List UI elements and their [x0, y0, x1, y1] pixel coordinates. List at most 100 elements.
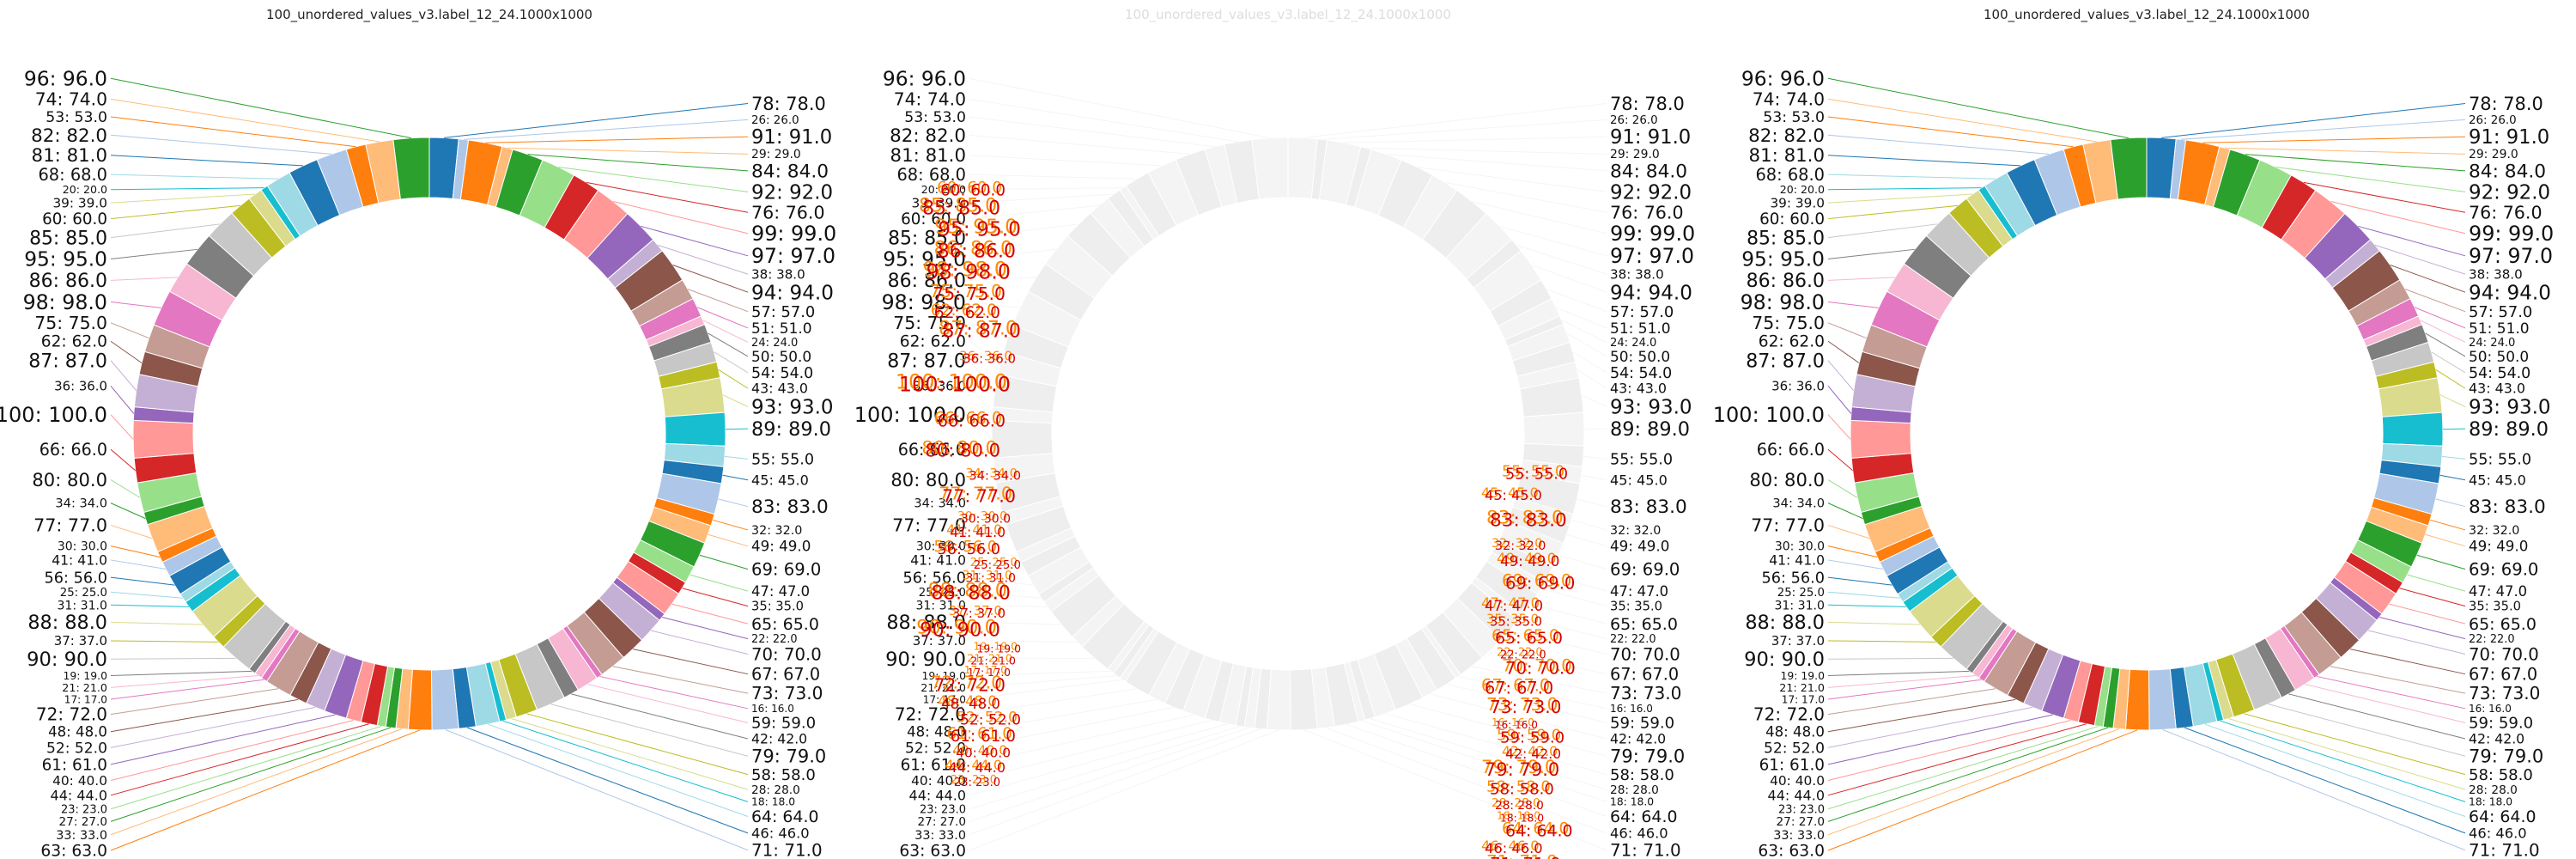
- slice-label: 25: 25.0: [919, 587, 966, 600]
- leader-line: [2404, 289, 2466, 313]
- drift-label: 70: 70.0: [1505, 659, 1576, 679]
- leader-line: [1546, 289, 1607, 313]
- donut-slices: [991, 137, 1585, 731]
- leader-line: [1827, 720, 2071, 782]
- slice-label: 75: 75.0: [34, 313, 107, 333]
- chart-title: 100_unordered_values_v3.label_12_24.1000…: [1125, 7, 1451, 23]
- leader-line: [1417, 167, 1607, 192]
- drift-label: 42: 42.0: [1502, 743, 1558, 759]
- slice-label: 90: 90.0: [1744, 649, 1825, 671]
- leader-line: [1577, 498, 1607, 508]
- leader-line: [712, 519, 749, 531]
- leader-line: [2425, 332, 2466, 357]
- drift-label: 64: 64.0: [1505, 822, 1572, 841]
- slice-label: 21: 21.0: [62, 681, 107, 694]
- leader-line: [969, 706, 1175, 748]
- leader-line: [1520, 616, 1607, 640]
- drift-label: 79: 79.0: [1485, 759, 1559, 780]
- slice-label: 50: 50.0: [1610, 348, 1670, 365]
- leader-line: [1571, 519, 1607, 531]
- leader-line: [2435, 498, 2466, 508]
- drift-label: 47: 47.0: [1481, 595, 1540, 612]
- slice-label: 36: 36.0: [1771, 379, 1825, 394]
- slice-label: 94: 94.0: [751, 282, 834, 304]
- leader-line: [1827, 657, 1953, 660]
- leader-line: [110, 688, 279, 716]
- drift-label: 66: 66.0: [938, 411, 1005, 430]
- slice-label: 44: 44.0: [1768, 787, 1825, 803]
- leader-line: [110, 524, 153, 539]
- leader-line: [969, 77, 1271, 139]
- slice-label: 63: 63.0: [1758, 843, 1825, 859]
- leader-line: [1827, 277, 1896, 281]
- slice-label: 81: 81.0: [890, 145, 966, 167]
- leader-line: [969, 340, 1001, 363]
- drift-label: 40: 40.0: [952, 743, 1007, 758]
- slice-label: 19: 19.0: [922, 669, 967, 682]
- slice-label: 35: 35.0: [2469, 600, 2521, 614]
- leader-line: [2399, 588, 2466, 607]
- leader-line: [657, 244, 749, 275]
- slice-label: 65: 65.0: [751, 615, 819, 634]
- drift-label: 73: 73.0: [1486, 694, 1558, 715]
- drift-label: 95: 95.0: [938, 217, 1021, 241]
- drift-label: 46: 46.0: [1481, 838, 1540, 854]
- drift-label: 80: 80.0: [925, 440, 1000, 461]
- drift-label: 65: 65.0: [1495, 629, 1563, 648]
- slice-labels: 78: 78.026: 26.091: 91.029: 29.084: 84.0…: [854, 66, 1695, 859]
- slice-label: 84: 84.0: [2469, 161, 2546, 182]
- slice-label: 78: 78.0: [2469, 94, 2543, 114]
- leader-line: [969, 448, 994, 472]
- slice-label: 97: 97.0: [2469, 244, 2553, 268]
- leader-line: [511, 718, 749, 790]
- leader-line: [1499, 225, 1607, 257]
- slice-label: 78: 78.0: [1610, 94, 1685, 114]
- leader-line: [502, 720, 749, 802]
- leader-line: [969, 728, 1261, 836]
- leader-line: [467, 727, 749, 834]
- leader-line: [1827, 723, 2087, 796]
- slice-label: 92: 92.0: [1610, 181, 1692, 204]
- slice-label: 65: 65.0: [1610, 615, 1678, 634]
- leader-line: [485, 136, 749, 143]
- leader-line: [110, 223, 221, 239]
- slice-label: 27: 27.0: [1777, 815, 1825, 829]
- slice-label: 40: 40.0: [1770, 773, 1825, 789]
- leader-line: [110, 657, 236, 660]
- leader-line: [969, 559, 1025, 570]
- leader-line: [969, 248, 1056, 259]
- donut-slice: [392, 137, 430, 200]
- slice-label: 40: 40.0: [52, 773, 107, 789]
- slice-label: 82: 82.0: [1748, 125, 1825, 147]
- leader-line: [1555, 307, 1607, 329]
- slice-label: 90: 90.0: [885, 649, 966, 671]
- drift-label: 69: 69.0: [1502, 571, 1571, 591]
- leader-line: [969, 223, 1079, 239]
- leader-line: [1409, 704, 1607, 757]
- slice-label: 65: 65.0: [2469, 615, 2537, 634]
- slice-label: 34: 34.0: [914, 497, 966, 511]
- slice-label: 62: 62.0: [41, 333, 107, 351]
- slice-label: 35: 35.0: [751, 600, 804, 614]
- slice-label: 42: 42.0: [1610, 731, 1666, 747]
- leader-line: [969, 657, 1095, 660]
- leader-line: [586, 181, 749, 213]
- slice-label: 72: 72.0: [36, 704, 107, 725]
- slice-label: 99: 99.0: [751, 222, 836, 246]
- drift-label: 71: 71.0: [1490, 855, 1561, 859]
- drift-label: 48: 48.0: [938, 693, 997, 710]
- slice-label: 69: 69.0: [751, 559, 821, 579]
- drift-label: 75: 75.0: [929, 281, 1002, 302]
- leader-line: [969, 302, 1020, 308]
- slice-label: 58: 58.0: [751, 766, 816, 784]
- slice-label: 54: 54.0: [2469, 365, 2530, 382]
- donut-slice: [1850, 419, 1912, 459]
- drift-label: 45: 45.0: [1485, 487, 1542, 503]
- slice-label: 42: 42.0: [2469, 731, 2524, 747]
- slice-label: 95: 95.0: [883, 248, 966, 271]
- leader-line: [725, 428, 749, 430]
- slice-label: 39: 39.0: [52, 195, 107, 210]
- slice-label: 71: 71.0: [1610, 841, 1681, 859]
- slice-label: 51: 51.0: [751, 320, 812, 338]
- slice-label: 88: 88.0: [27, 612, 107, 634]
